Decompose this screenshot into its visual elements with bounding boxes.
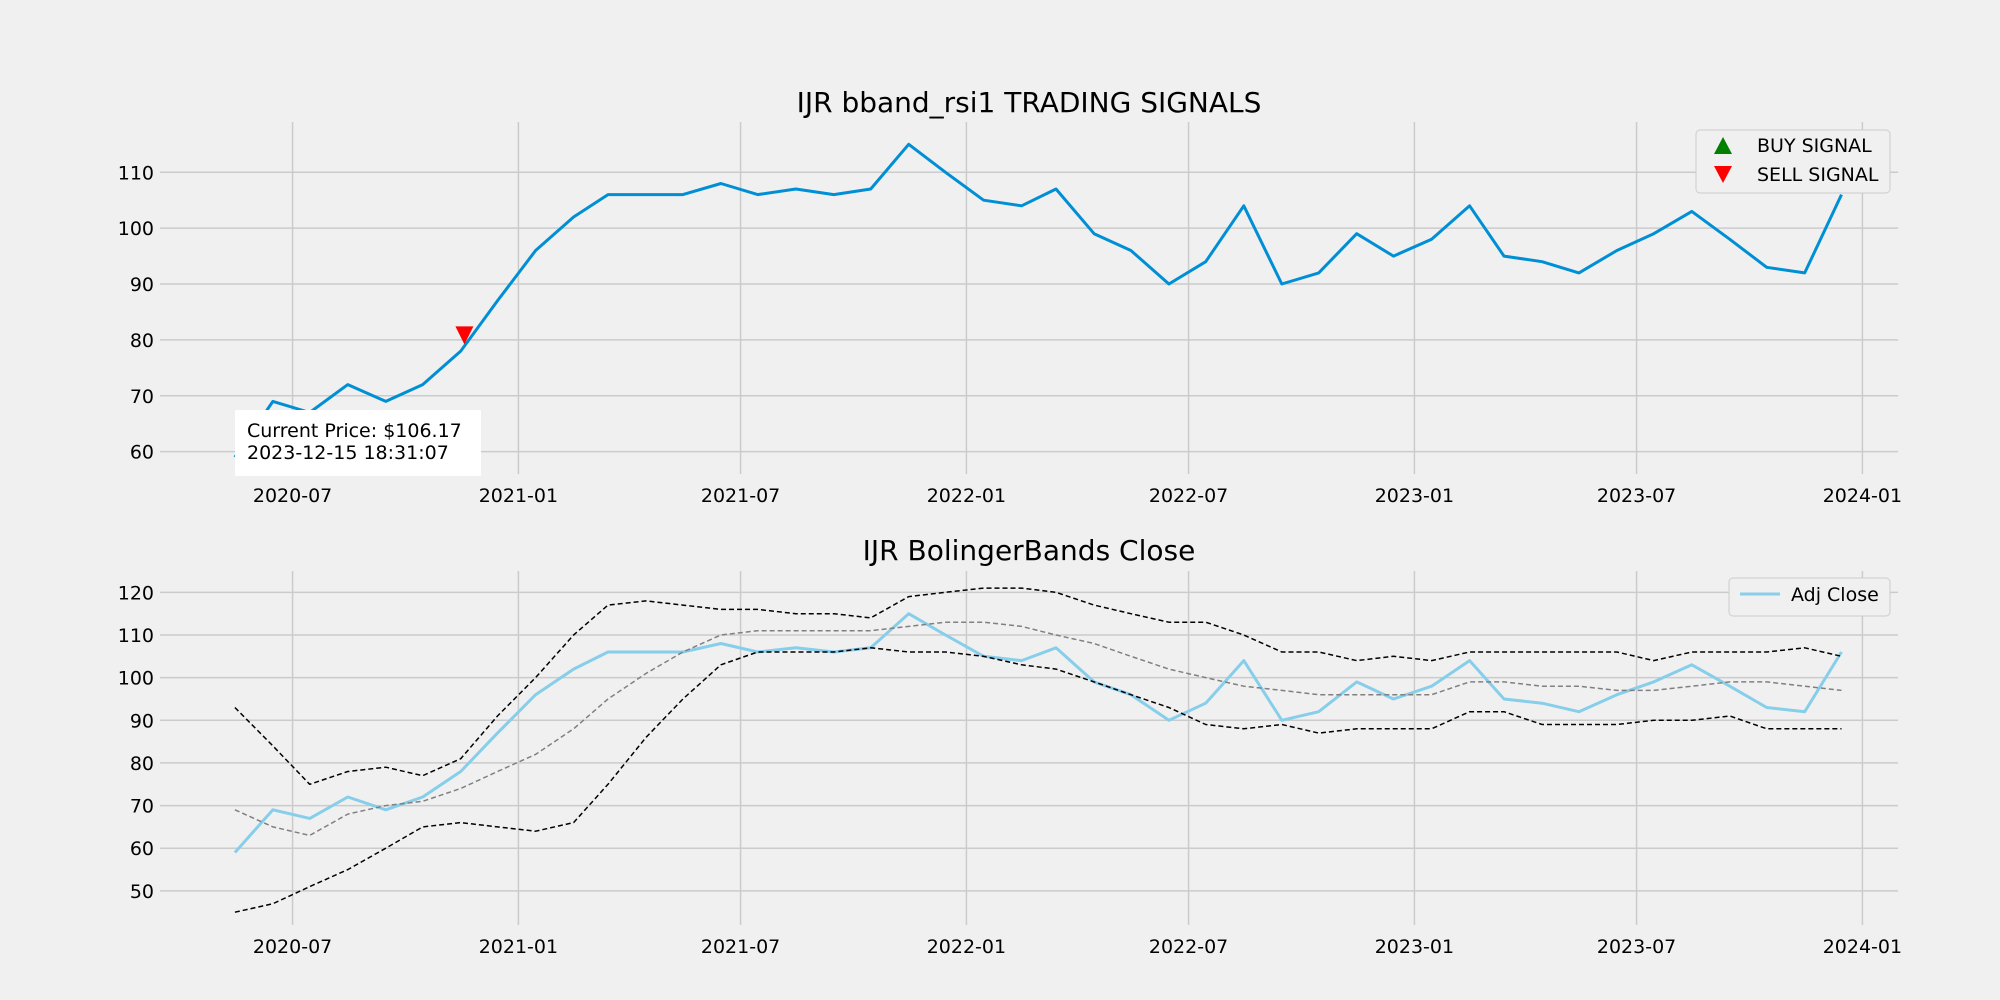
bollinger-x-tick-label: 2021-01 <box>479 936 558 958</box>
signals-y-tick-label: 110 <box>118 162 154 184</box>
signals-y-tick-label: 90 <box>130 274 154 296</box>
bollinger-panel: IJR BolingerBands Close 2020-07 2021-01 20… <box>118 534 1902 958</box>
signals-legend: BUY SIGNAL SELL SIGNAL <box>1695 129 1891 194</box>
signals-x-tick-label: 2023-01 <box>1375 485 1454 507</box>
bollinger-x-ticks: 2020-07 2021-01 2021-07 2022-01 2022-07 2023-… <box>253 936 1902 958</box>
signals-x-tick-label: 2022-01 <box>927 485 1006 507</box>
signals-x-ticks: 2020-07 2021-01 2021-07 2022-01 2022-07 2023-… <box>253 485 1902 507</box>
signals-y-ticks: 60 70 80 90 100 110 <box>118 162 154 463</box>
bollinger-x-tick-label: 2021-07 <box>701 936 780 958</box>
bollinger-y-tick-label: 60 <box>130 838 154 860</box>
bollinger-y-tick-label: 100 <box>118 668 154 690</box>
bollinger-series-line-3 <box>234 647 1842 913</box>
sell-signal-marker <box>455 326 474 345</box>
bollinger-x-tick-label: 2020-07 <box>253 936 332 958</box>
bollinger-x-tick-label: 2024-01 <box>1823 936 1902 958</box>
signals-y-tick-label: 60 <box>130 442 154 464</box>
bollinger-chart-title: IJR BolingerBands Close <box>863 534 1196 567</box>
sell-signal-legend-label: SELL SIGNAL <box>1757 164 1879 186</box>
bollinger-y-ticks: 50 60 70 80 90 100 110 120 <box>118 582 154 903</box>
signals-y-tick-label: 80 <box>130 330 154 352</box>
signals-y-tick-label: 100 <box>118 218 154 240</box>
signals-series-line-0 <box>233 142 1843 459</box>
bollinger-x-tick-label: 2022-07 <box>1149 936 1228 958</box>
bollinger-x-tick-label: 2022-01 <box>927 936 1006 958</box>
bollinger-y-tick-label: 110 <box>118 625 154 647</box>
bollinger-y-tick-label: 80 <box>130 753 154 775</box>
buy-signal-legend-label: BUY SIGNAL <box>1757 135 1872 157</box>
signals-x-tick-label: 2021-01 <box>479 485 558 507</box>
signals-y-tick-label: 70 <box>130 386 154 408</box>
bollinger-grid <box>160 571 1898 925</box>
signals-x-tick-label: 2022-07 <box>1149 485 1228 507</box>
signals-markers <box>455 326 474 345</box>
bollinger-legend-box <box>1728 577 1891 617</box>
current-price-annotation: Current Price: $106.17 2023-12-15 18:31:… <box>235 410 481 476</box>
bollinger-y-tick-label: 120 <box>118 582 154 604</box>
signals-x-tick-label: 2020-07 <box>253 485 332 507</box>
buy-signal-legend-icon <box>1714 137 1732 154</box>
bollinger-y-tick-label: 90 <box>130 710 154 732</box>
timestamp-text: 2023-12-15 18:31:07 <box>247 442 449 464</box>
current-price-text: Current Price: $106.17 <box>247 420 462 442</box>
signals-x-tick-label: 2024-01 <box>1823 485 1902 507</box>
bollinger-y-tick-label: 70 <box>130 796 154 818</box>
signals-grid <box>160 122 1898 474</box>
annotation-box <box>235 410 481 476</box>
bollinger-x-tick-label: 2023-07 <box>1597 936 1676 958</box>
signals-legend-box <box>1695 129 1891 194</box>
bollinger-x-tick-label: 2023-01 <box>1375 936 1454 958</box>
bollinger-series-line-0 <box>233 612 1843 854</box>
signals-series <box>233 142 1843 459</box>
sell-signal-legend-icon <box>1714 166 1732 183</box>
bollinger-series <box>233 587 1843 913</box>
adj-close-legend-label: Adj Close <box>1791 584 1879 606</box>
signals-x-tick-label: 2023-07 <box>1597 485 1676 507</box>
signals-x-tick-label: 2021-07 <box>701 485 780 507</box>
signals-panel: IJR bband_rsi1 TRADING SIGNALS 2020-07 20… <box>118 86 1902 507</box>
signals-chart-title: IJR bband_rsi1 TRADING SIGNALS <box>797 86 1262 119</box>
bollinger-series-line-1 <box>234 587 1842 786</box>
bollinger-legend: Adj Close <box>1728 577 1891 617</box>
bollinger-y-tick-label: 50 <box>130 881 154 903</box>
